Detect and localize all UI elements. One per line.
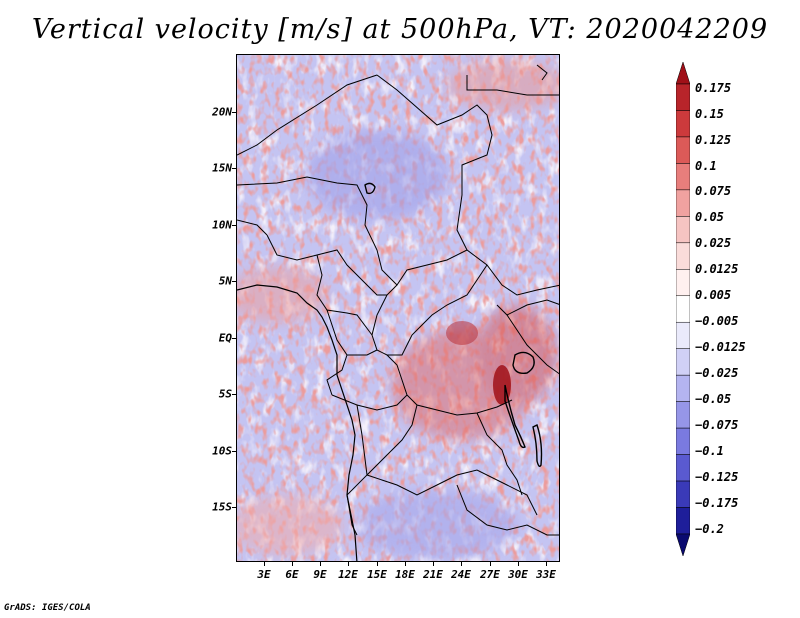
lat-tick	[232, 451, 236, 452]
colorbar-segment	[676, 83, 690, 111]
lon-tick	[405, 562, 406, 566]
lake-malawi	[532, 424, 543, 468]
colorbar-label: −0.05	[695, 392, 732, 406]
colorbar-label: 0.0125	[695, 262, 739, 276]
lakes	[364, 182, 543, 468]
region-east-red	[477, 305, 557, 405]
colorbar-label: 0.175	[695, 81, 732, 95]
colorbar-label: −0.005	[695, 314, 739, 328]
grads-credit: GrADS: IGES/COLA	[4, 603, 91, 613]
lat-label: 20N	[212, 105, 232, 119]
colorbar-segment	[676, 401, 690, 429]
country-borders	[237, 64, 559, 536]
lon-tick	[461, 562, 462, 566]
colorbar-segment	[676, 480, 690, 508]
colorbar-segment	[676, 454, 690, 482]
colorbar-label: 0.15	[695, 107, 724, 121]
lon-label: 6E	[285, 568, 299, 581]
lon-tick	[433, 562, 434, 566]
lon-tick	[546, 562, 547, 566]
lat-label: 15N	[212, 161, 232, 175]
lon-tick	[292, 562, 293, 566]
lon-tick	[348, 562, 349, 566]
lat-label: 10S	[212, 444, 232, 458]
colorbar-label: 0.005	[695, 288, 732, 302]
colorbar-segment	[676, 110, 690, 138]
colorbar	[676, 62, 690, 556]
lat-label: EQ	[218, 331, 232, 345]
lat-label: 10N	[212, 218, 232, 232]
colorbar-label: −0.075	[695, 418, 739, 432]
lake-chad	[364, 182, 376, 195]
colorbar-segment	[676, 242, 690, 270]
colorbar-segment	[676, 348, 690, 376]
colorbar-cap-top	[676, 62, 690, 85]
lat-tick	[232, 394, 236, 395]
lat-tick	[232, 168, 236, 169]
lon-label: 9E	[313, 568, 327, 581]
lon-tick	[320, 562, 321, 566]
lat-tick	[232, 112, 236, 113]
ascent-core-2	[446, 321, 478, 345]
colorbar-segment	[676, 295, 690, 323]
lat-tick	[232, 338, 236, 339]
lon-label: 30E	[508, 568, 528, 581]
colorbar-label: 0.125	[695, 133, 732, 147]
colorbar-label: 0.05	[695, 210, 724, 224]
lake-victoria	[512, 351, 535, 375]
colorbar-label: 0.025	[695, 236, 732, 250]
lat-tick	[232, 507, 236, 508]
colorbar-segment	[676, 374, 690, 402]
colorbar-label: −0.1	[695, 444, 724, 458]
colorbar-segment	[676, 136, 690, 164]
lon-label: 24E	[451, 568, 471, 581]
lake-tanganyika	[504, 384, 526, 449]
colorbar-label: 0.1	[695, 159, 717, 173]
lon-label: 3E	[257, 568, 271, 581]
region-west-coast-red	[237, 267, 327, 323]
colorbar-label: −0.0125	[695, 340, 746, 354]
colorbar-label: −0.2	[695, 522, 724, 536]
region-sahara-blue	[307, 130, 447, 220]
lon-label: 12E	[338, 568, 358, 581]
lon-label: 18E	[395, 568, 415, 581]
colorbar-label: 0.075	[695, 184, 732, 198]
velocity-map	[236, 54, 560, 562]
colorbar-label: −0.025	[695, 366, 739, 380]
colorbar-label: −0.175	[695, 496, 739, 510]
colorbar-segment	[676, 269, 690, 297]
chart-title: Vertical velocity [m/s] at 500hPa, VT: 2…	[31, 14, 769, 45]
colorbar-segment	[676, 427, 690, 455]
colorbar-segment	[676, 321, 690, 349]
colorbar-segment	[676, 163, 690, 191]
coastline	[237, 284, 358, 561]
region-northeast-red	[447, 60, 559, 110]
colorbar-segments	[676, 62, 690, 556]
lon-label: 27E	[480, 568, 500, 581]
colorbar-label: −0.125	[695, 470, 739, 484]
region-south-atlantic-red	[237, 495, 342, 555]
lat-label: 5N	[218, 274, 232, 288]
colorbar-segment	[676, 216, 690, 244]
velocity-field	[237, 55, 559, 561]
lon-label: 33E	[536, 568, 556, 581]
lon-label: 21E	[423, 568, 443, 581]
lat-label: 5S	[218, 387, 232, 401]
colorbar-segment	[676, 189, 690, 217]
region-south-blue	[357, 490, 517, 560]
lon-tick	[490, 562, 491, 566]
lon-tick	[264, 562, 265, 566]
colorbar-segment	[676, 507, 690, 535]
lon-tick	[518, 562, 519, 566]
lat-tick	[232, 281, 236, 282]
lon-tick	[377, 562, 378, 566]
lat-tick	[232, 225, 236, 226]
colorbar-cap-bottom	[676, 533, 690, 556]
lon-label: 15E	[367, 568, 387, 581]
lat-label: 15S	[212, 500, 232, 514]
